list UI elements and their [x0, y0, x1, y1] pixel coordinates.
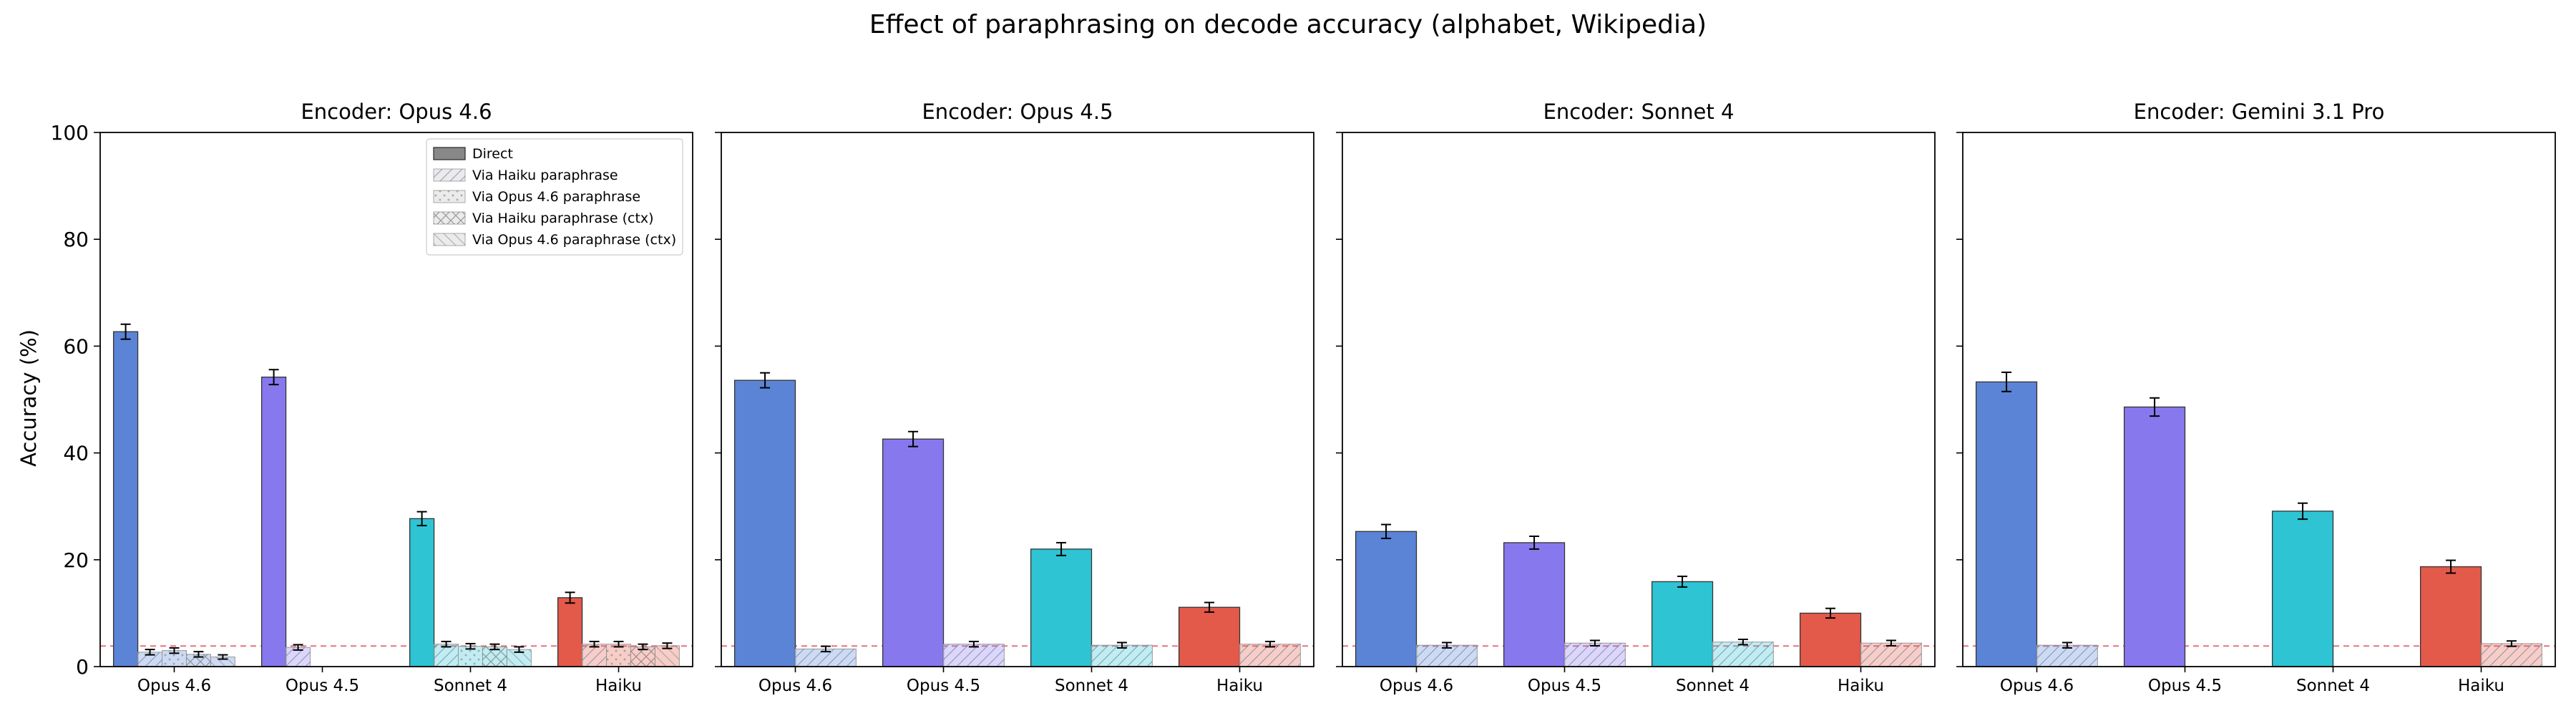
chart-panel: Encoder: Gemini 3.1 Pro Opus 4.6 Opus 4.5 S… [1956, 100, 2556, 695]
x-tick-label: Haiku [1838, 677, 1884, 695]
bar-hatch [434, 644, 459, 667]
chart-panel: Encoder: Opus 4.5 Opus 4.6 Opus 4.5 Sonnet … [715, 100, 1314, 695]
bar-direct [557, 597, 583, 667]
x-tick-label: Opus 4.5 [286, 677, 359, 695]
bar-hatch [1239, 644, 1301, 667]
bar-direct [2123, 406, 2186, 667]
legend-label: Via Haiku paraphrase (ctx) [472, 211, 654, 226]
x-tick-label: Sonnet 4 [1676, 677, 1750, 695]
legend-swatch-hatch [434, 169, 465, 181]
bar-hatch [1712, 642, 1774, 667]
x-tick-label: Haiku [1216, 677, 1263, 695]
bar-direct [733, 379, 796, 667]
y-tick-label: 100 [51, 121, 89, 145]
legend: Direct Via Haiku paraphrase Via Opus 4.6 p… [426, 138, 683, 256]
bar-hatch [606, 644, 631, 667]
bar-hatch [137, 652, 162, 667]
legend-box [426, 138, 683, 256]
x-tick-label: Opus 4.6 [2000, 677, 2074, 695]
bar-hatch [186, 654, 211, 667]
x-tick-label: Opus 4.5 [2148, 677, 2222, 695]
bar-hatch [210, 657, 235, 667]
x-tick-label: Sonnet 4 [434, 677, 507, 695]
bar-hatch [582, 644, 607, 667]
bar-direct [260, 377, 287, 667]
x-tick-label: Sonnet 4 [2296, 677, 2370, 695]
x-tick-label: Opus 4.6 [137, 677, 211, 695]
axes-frame [1962, 132, 2556, 667]
x-tick-label: Opus 4.5 [907, 677, 980, 695]
legend-swatch-hatch [434, 190, 465, 203]
panel-title: Encoder: Opus 4.6 [301, 100, 492, 124]
y-tick-label: 40 [63, 442, 89, 465]
bar-direct [112, 331, 139, 667]
bar-direct [882, 438, 945, 667]
legend-label: Direct [472, 146, 513, 162]
legend-swatch-hatch [434, 212, 465, 224]
legend-label: Via Opus 4.6 paraphrase (ctx) [472, 232, 676, 248]
legend-label: Via Opus 4.6 paraphrase [472, 189, 640, 205]
x-tick-label: Haiku [2458, 677, 2504, 695]
y-tick-label: 0 [76, 655, 89, 679]
bar-direct [1799, 612, 1862, 667]
y-tick-label: 20 [63, 548, 89, 572]
bar-direct [409, 518, 435, 667]
bar-direct [1975, 381, 2038, 667]
bar-hatch [507, 649, 532, 667]
bar-hatch [1416, 645, 1478, 667]
figure-title: Effect of paraphrasing on decode accurac… [869, 10, 1707, 39]
bar-direct [2271, 511, 2334, 667]
bar-hatch [162, 650, 187, 667]
legend-label: Via Haiku paraphrase [472, 168, 618, 183]
chart-panel: Encoder: Opus 4.6 0 20 40 60 80 100 Opus 4.6 Opu… [51, 100, 693, 695]
bar-direct [1178, 606, 1241, 667]
bar-hatch [655, 645, 680, 667]
bar-direct [1651, 581, 1714, 667]
panels: Encoder: Opus 4.6 0 20 40 60 80 100 Opus 4.6 Opu… [51, 100, 2556, 695]
bar-direct [1503, 542, 1566, 667]
y-tick-label: 80 [63, 228, 89, 251]
panel-title: Encoder: Opus 4.5 [922, 100, 1113, 124]
y-axis-label: Accuracy (%) [16, 329, 41, 467]
y-tick-label: 60 [63, 334, 89, 358]
bar-hatch [2036, 645, 2098, 667]
legend-swatch [433, 147, 466, 160]
x-tick-label: Opus 4.6 [758, 677, 832, 695]
x-tick-label: Opus 4.6 [1380, 677, 1453, 695]
bar-direct [1030, 548, 1093, 667]
bar-hatch [2481, 643, 2542, 667]
bar-hatch [1860, 643, 1922, 667]
bar-hatch [943, 644, 1005, 667]
bar-direct [1355, 531, 1418, 667]
bar-hatch [1564, 643, 1626, 667]
axes-frame [1342, 132, 1936, 667]
x-tick-label: Sonnet 4 [1055, 677, 1128, 695]
bar-hatch [1091, 645, 1153, 667]
chart-panel: Encoder: Sonnet 4 Opus 4.6 Opus 4.5 Sonnet … [1336, 100, 1936, 695]
panel-title: Encoder: Sonnet 4 [1543, 100, 1735, 124]
axes-frame [721, 132, 1314, 667]
x-tick-label: Opus 4.5 [1528, 677, 1601, 695]
legend-swatch-hatch [434, 233, 465, 246]
bar-direct [2419, 566, 2482, 667]
x-tick-label: Haiku [595, 677, 642, 695]
axes-frame [99, 132, 693, 667]
panel-title: Encoder: Gemini 3.1 Pro [2134, 100, 2385, 124]
